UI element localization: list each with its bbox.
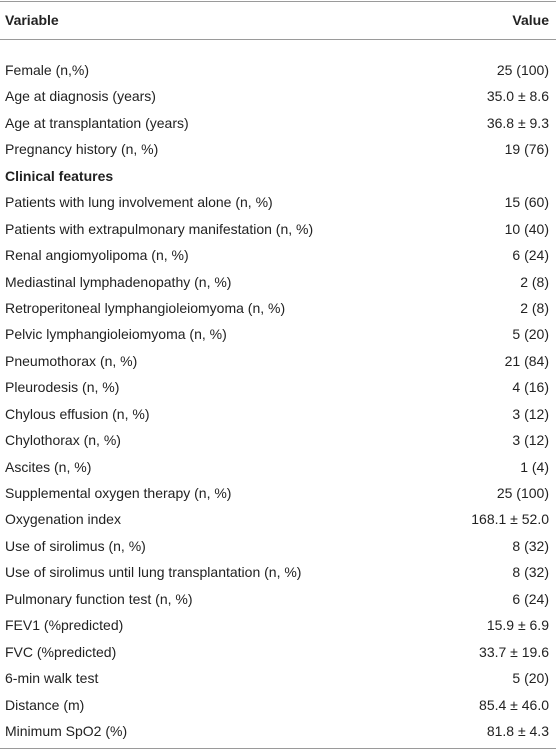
value-cell: 81.8 ± 4.3	[486, 723, 549, 739]
variable-cell: Oxygenation index	[5, 511, 121, 528]
variable-cell: FVC (%predicted)	[5, 643, 117, 660]
value-cell: 25 (100)	[496, 485, 549, 502]
header-cell: Value	[512, 12, 549, 28]
table-row: Age at diagnosis (years) 35.0 ± 8.6	[0, 83, 556, 109]
variable-cell: Distance (m)	[5, 696, 85, 713]
table-row: Pelvic lymphangioleiomyoma (n, %) 5 (20)	[0, 321, 556, 347]
variable-cell: Pregnancy history (n, %)	[5, 141, 159, 158]
value-cell: 36.8 ± 9.3	[486, 114, 549, 131]
table-row: FVC (%predicted) 33.7 ± 19.6	[0, 639, 556, 665]
table-row: Age at transplantation (years) 36.8 ± 9.3	[0, 110, 556, 136]
variable-cell: 6-min walk test	[5, 670, 99, 687]
variable-cell: Patients with extrapulmonary manifestati…	[5, 220, 314, 237]
table-row: Renal angiomyolipoma (n, %) 6 (24)	[0, 242, 556, 268]
table-row: Mediastinal lymphadenopathy (n, %) 2 (8)	[0, 269, 556, 295]
variable-cell: Age at transplantation (years)	[5, 114, 189, 131]
table-row: Female (n,%) 25 (100)	[0, 57, 556, 83]
bottom-rule	[0, 748, 556, 749]
header-row: Variable Value	[0, 7, 556, 33]
variable-cell: Chylous effusion (n, %)	[5, 405, 150, 422]
table-row: Chylous effusion (n, %) 3 (12)	[0, 401, 556, 427]
value-cell: 2 (8)	[520, 273, 549, 290]
table-row: Pulmonary function test (n, %) 6 (24)	[0, 586, 556, 612]
variable-cell: Pelvic lymphangioleiomyoma (n, %)	[5, 326, 227, 343]
table-row: 6-min walk test 5 (20)	[0, 665, 556, 691]
table-row: Ascites (n, %) 1 (4)	[0, 454, 556, 480]
table-row: Use of sirolimus (n, %) 8 (32)	[0, 533, 556, 559]
value-cell: 2 (8)	[520, 299, 549, 316]
value-cell: 8 (32)	[512, 537, 549, 554]
variable-cell: Pulmonary function test (n, %)	[5, 590, 193, 607]
table-row: Use of sirolimus until lung transplantat…	[0, 559, 556, 585]
variable-cell: Use of sirolimus until lung transplantat…	[5, 564, 302, 581]
value-cell: 15.9 ± 6.9	[486, 617, 549, 634]
variable-cell: Female (n,%)	[5, 62, 90, 78]
top-rule	[0, 1, 556, 2]
variable-cell: Pneumothorax (n, %)	[5, 352, 138, 369]
variable-cell: Ascites (n, %)	[5, 458, 92, 475]
value-cell: 4 (16)	[512, 379, 549, 396]
header-cell: Variable	[5, 12, 59, 28]
section-row: Clinical features	[0, 163, 556, 189]
variable-cell: Patients with lung involvement alone (n,…	[5, 194, 273, 211]
value-cell: 35.0 ± 8.6	[486, 88, 549, 105]
value-cell: 10 (40)	[504, 220, 549, 237]
table-row: Pregnancy history (n, %) 19 (76)	[0, 136, 556, 162]
table-row: Pleurodesis (n, %) 4 (16)	[0, 374, 556, 400]
variable-cell: Supplemental oxygen therapy (n, %)	[5, 485, 232, 502]
value-cell: 33.7 ± 19.6	[479, 643, 549, 660]
variable-cell: Chylothorax (n, %)	[5, 432, 121, 449]
value-cell: 1 (4)	[520, 458, 549, 475]
value-cell: 19 (76)	[504, 141, 549, 158]
value-cell: 6 (24)	[512, 247, 549, 264]
value-cell: 6 (24)	[512, 590, 549, 607]
value-cell: 8 (32)	[512, 564, 549, 581]
value-cell: 5 (20)	[512, 326, 549, 343]
value-cell: 3 (12)	[512, 405, 549, 422]
value-cell: 21 (84)	[504, 352, 549, 369]
variable-cell: Pleurodesis (n, %)	[5, 379, 120, 396]
table-row: FEV1 (%predicted) 15.9 ± 6.9	[0, 612, 556, 638]
variable-cell: Use of sirolimus (n, %)	[5, 537, 146, 554]
value-cell: 5 (20)	[512, 670, 549, 687]
variable-cell: FEV1 (%predicted)	[5, 617, 124, 634]
table-row: Retroperitoneal lymphangioleiomyoma (n, …	[0, 295, 556, 321]
variable-cell: Mediastinal lymphadenopathy (n, %)	[5, 273, 232, 290]
table-row: Distance (m) 85.4 ± 46.0	[0, 692, 556, 718]
table-row: Minimum SpO2 (%) 81.8 ± 4.3	[0, 718, 556, 744]
table-row: Patients with extrapulmonary manifestati…	[0, 216, 556, 242]
value-cell: 15 (60)	[504, 194, 549, 211]
table-row: Chylothorax (n, %) 3 (12)	[0, 427, 556, 453]
header-rule	[0, 39, 556, 40]
variable-cell: Retroperitoneal lymphangioleiomyoma (n, …	[5, 299, 286, 316]
variable-cell: Age at diagnosis (years)	[5, 88, 156, 105]
section-label: Clinical features	[5, 167, 114, 184]
value-cell: 25 (100)	[496, 62, 549, 78]
value-cell: 3 (12)	[512, 432, 549, 449]
table-row: Patients with lung involvement alone (n,…	[0, 189, 556, 215]
value-cell: 85.4 ± 46.0	[479, 696, 549, 713]
table-row: Pneumothorax (n, %) 21 (84)	[0, 348, 556, 374]
variable-cell: Renal angiomyolipoma (n, %)	[5, 247, 189, 264]
value-cell: 168.1 ± 52.0	[471, 511, 549, 528]
table-row: Oxygenation index 168.1 ± 52.0	[0, 506, 556, 532]
table-row: Supplemental oxygen therapy (n, %) 25 (10…	[0, 480, 556, 506]
variable-cell: Minimum SpO2 (%)	[5, 723, 128, 739]
